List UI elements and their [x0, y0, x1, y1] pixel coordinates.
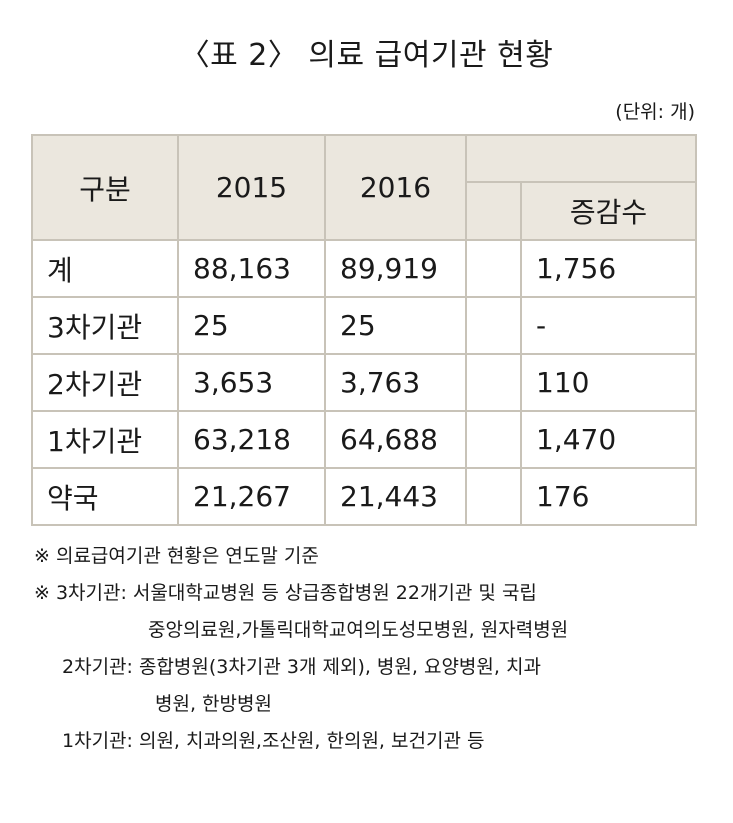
table-row: 2차기관 3,653 3,763 110 [31, 353, 697, 412]
value-2016: 64,688 [324, 410, 467, 469]
footnotes: ※ 의료급여기관 현황은 연도말 기준 ※ 3차기관: 서울대학교병원 등 상급… [34, 538, 704, 760]
header-subrow: 증감수 [32, 181, 697, 241]
unit-label: (단위: 개) [615, 101, 695, 123]
table-row: 계 88,163 89,919 1,756 [31, 239, 697, 298]
header-change-group [465, 134, 697, 183]
value-2015: 3,653 [177, 353, 326, 412]
value-2016: 89,919 [324, 239, 467, 298]
value-change: 176 [520, 467, 697, 526]
spacer-cell [465, 467, 522, 526]
note-tertiary-cont: 중앙의료원,가톨릭대학교여의도성모병원, 원자력병원 [148, 619, 569, 641]
row-label: 3차기관 [31, 296, 179, 355]
header-category: 구분 [31, 134, 179, 241]
value-2016: 25 [324, 296, 467, 355]
value-change: 1,470 [520, 410, 697, 469]
note-basis: ※ 의료급여기관 현황은 연도말 기준 [34, 545, 319, 567]
value-change: 1,756 [520, 239, 697, 298]
value-2015: 21,267 [177, 467, 326, 526]
table-row: 1차기관 63,218 64,688 1,470 [31, 410, 697, 469]
value-change: 110 [520, 353, 697, 412]
value-2015: 25 [177, 296, 326, 355]
table-title: 〈표 2〉 의료 급여기관 현황 [179, 38, 554, 73]
note-secondary-cont: 병원, 한방병원 [155, 693, 272, 715]
row-label: 1차기관 [31, 410, 179, 469]
spacer-cell [465, 239, 522, 298]
row-label: 2차기관 [31, 353, 179, 412]
header-row: 구분 2015 2016 [31, 134, 697, 241]
spacer-cell [465, 410, 522, 469]
row-label: 계 [31, 239, 179, 298]
institution-stats-table: 구분 2015 2016 증감수 계 88,163 89,919 1,756 3… [31, 134, 697, 526]
header-change: 증감수 [520, 181, 697, 241]
value-2016: 3,763 [324, 353, 467, 412]
value-change: - [520, 296, 697, 355]
value-2015: 63,218 [177, 410, 326, 469]
header-spacer [465, 181, 522, 241]
table-row: 3차기관 25 25 - [31, 296, 697, 355]
spacer-cell [465, 296, 522, 355]
header-2016: 2016 [324, 134, 467, 241]
row-label: 약국 [31, 467, 179, 526]
table-row: 약국 21,267 21,443 176 [31, 467, 697, 526]
value-2015: 88,163 [177, 239, 326, 298]
note-secondary: 2차기관: 종합병원(3차기관 3개 제외), 병원, 요양병원, 치과 [62, 656, 541, 678]
spacer-cell [465, 353, 522, 412]
note-tertiary: ※ 3차기관: 서울대학교병원 등 상급종합병원 22개기관 및 국립 [34, 582, 537, 604]
value-2016: 21,443 [324, 467, 467, 526]
note-primary: 1차기관: 의원, 치과의원,조산원, 한의원, 보건기관 등 [62, 730, 485, 752]
header-2015: 2015 [177, 134, 326, 241]
